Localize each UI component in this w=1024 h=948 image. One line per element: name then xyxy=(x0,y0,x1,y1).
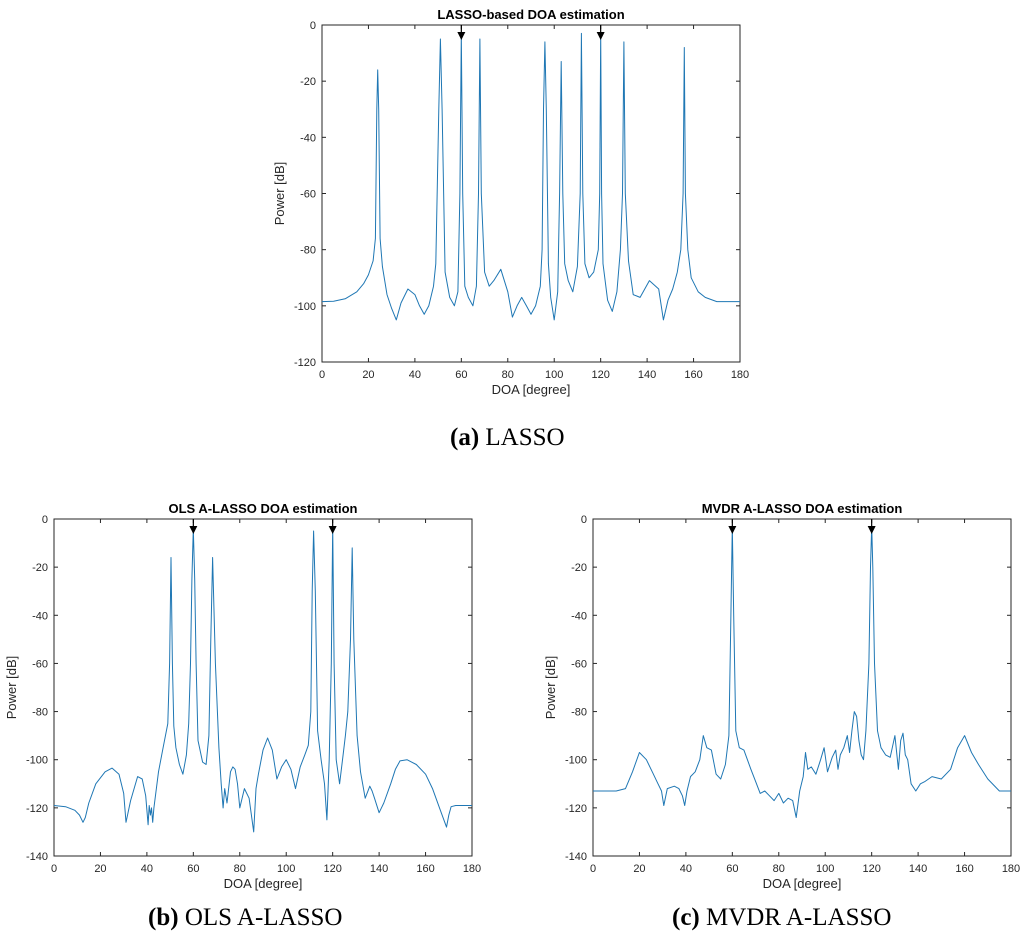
panel-a-xtick-label: 0 xyxy=(319,369,325,381)
panel-c-xtick-label: 120 xyxy=(862,863,880,875)
panel-a-xtick-label: 180 xyxy=(731,369,749,381)
panel-a-ytick-label: -40 xyxy=(300,132,316,144)
panel-c-series-line xyxy=(593,525,1011,818)
panel-a-xtick-label: 80 xyxy=(502,369,514,381)
panel-b-ytick-label: -20 xyxy=(32,562,48,574)
caption-c-text: MVDR A-LASSO xyxy=(706,904,892,931)
panel-c-title: MVDR A-LASSO DOA estimation xyxy=(702,501,903,516)
panel-c-ytick-label: 0 xyxy=(581,514,587,526)
caption-c: (c) MVDR A-LASSO xyxy=(672,904,891,932)
panel-b-xtick-label: 100 xyxy=(277,863,295,875)
panel-b-ytick-label: -100 xyxy=(26,755,48,767)
panel-b-xtick-label: 0 xyxy=(51,863,57,875)
panel-b-ytick-label: 0 xyxy=(42,514,48,526)
panel-c-ylabel: Power [dB] xyxy=(543,656,558,720)
panel-b-xtick-label: 20 xyxy=(94,863,106,875)
panel-c-xtick-label: 180 xyxy=(1002,863,1020,875)
panel-a-ytick-label: -60 xyxy=(300,189,316,201)
panel-a-xtick-label: 140 xyxy=(638,369,656,381)
panel-b-xlabel: DOA [degree] xyxy=(224,876,303,891)
caption-b-text: OLS A-LASSO xyxy=(184,904,343,931)
panel-c-ytick-label: -80 xyxy=(571,707,587,719)
panel-b-ytick-label: -140 xyxy=(26,851,48,863)
panel-b-xtick-label: 80 xyxy=(234,863,246,875)
panel-a-title: LASSO-based DOA estimation xyxy=(437,7,624,22)
caption-b: (b) OLS A-LASSO xyxy=(148,904,342,932)
panel-a-xtick-label: 20 xyxy=(362,369,374,381)
panel-b-series-line xyxy=(53,525,472,833)
panel-c-ytick-label: -20 xyxy=(571,562,587,574)
panel-a-xtick-label: 120 xyxy=(591,369,609,381)
panel-b-title: OLS A-LASSO DOA estimation xyxy=(169,501,358,516)
panel-c-xtick-label: 40 xyxy=(680,863,692,875)
panel-a-xtick-label: 160 xyxy=(684,369,702,381)
panel-c-xtick-label: 160 xyxy=(955,863,973,875)
panel-c-axes-frame xyxy=(592,518,1012,857)
panel-b-xtick-label: 60 xyxy=(187,863,199,875)
panel-b-ylabel: Power [dB] xyxy=(4,656,19,720)
panel-a-ytick-label: -20 xyxy=(300,76,316,88)
panel-a-xtick-label: 100 xyxy=(545,369,563,381)
caption-a-text: LASSO xyxy=(485,424,565,451)
panel-c-xtick-label: 20 xyxy=(633,863,645,875)
panel-a-xtick-label: 40 xyxy=(409,369,421,381)
panel-a-ytick-label: 0 xyxy=(310,20,316,32)
panel-c-xtick-label: 140 xyxy=(909,863,927,875)
panel-c-ytick-label: -120 xyxy=(565,803,587,815)
panel-c-ytick-label: -100 xyxy=(565,755,587,767)
panel-a-ytick-label: -80 xyxy=(300,245,316,257)
panel-a-series-line xyxy=(321,32,740,321)
panel-a-axes-frame xyxy=(321,24,741,363)
panel-c-xlabel: DOA [degree] xyxy=(763,876,842,891)
panel-a-xlabel: DOA [degree] xyxy=(492,382,571,397)
panel-c-xtick-label: 60 xyxy=(726,863,738,875)
panel-b-ytick-label: -40 xyxy=(32,610,48,622)
panel-a-chart: LASSO-based DOA estimation 0 20 40 60 80 100 12… xyxy=(272,7,749,397)
panel-b-ytick-label: -80 xyxy=(32,707,48,719)
panel-b-xtick-label: 120 xyxy=(323,863,341,875)
panel-a-xtick-label: 60 xyxy=(455,369,467,381)
panel-b-axes-frame xyxy=(53,518,473,857)
panel-b-xtick-label: 180 xyxy=(463,863,481,875)
panel-b-xtick-label: 40 xyxy=(141,863,153,875)
panel-a-ytick-label: -100 xyxy=(294,301,316,313)
panel-c-ytick-label: -60 xyxy=(571,658,587,670)
panel-c-ytick-label: -140 xyxy=(565,851,587,863)
panel-c-xtick-label: 80 xyxy=(773,863,785,875)
caption-a-letter: (a) xyxy=(450,424,480,451)
panel-b-chart: OLS A-LASSO DOA estimation 0 20 40 60 80 100 12… xyxy=(4,501,481,891)
panel-c-xtick-label: 0 xyxy=(590,863,596,875)
caption-b-letter: (b) xyxy=(148,904,179,931)
caption-a: (a) LASSO xyxy=(450,424,565,452)
panel-b-xtick-label: 140 xyxy=(370,863,388,875)
panel-c-ytick-label: -40 xyxy=(571,610,587,622)
panel-b-ytick-label: -120 xyxy=(26,803,48,815)
caption-c-letter: (c) xyxy=(672,904,700,931)
panel-b-xtick-label: 160 xyxy=(416,863,434,875)
panel-c-chart: MVDR A-LASSO DOA estimation 0 20 40 60 80 100 1… xyxy=(543,501,1020,891)
panel-a-ytick-label: -120 xyxy=(294,357,316,369)
panel-a-ylabel: Power [dB] xyxy=(272,162,287,226)
panel-c-xtick-label: 100 xyxy=(816,863,834,875)
panel-b-ytick-label: -60 xyxy=(32,658,48,670)
